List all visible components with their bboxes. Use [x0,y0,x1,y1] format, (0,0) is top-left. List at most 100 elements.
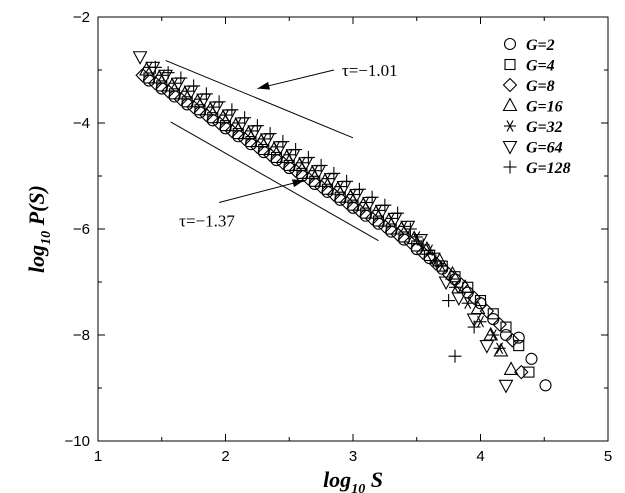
data-point-triangle-down [400,220,416,235]
axis-ticks: 1 2 3 4 5 −10 −8 −6 −4 −2 [65,9,613,465]
data-point-circle [181,98,194,111]
data-point-diamond [135,68,150,83]
data-point-diamond [352,203,367,218]
x-tick-label: 1 [94,448,102,465]
data-point-circle [321,185,334,198]
data-point-plus [327,166,341,180]
y-axis-title: log10 P(S) [24,185,54,273]
legend-label: G=16 [526,99,563,116]
legend-label: G=2 [526,37,555,54]
data-point-plus [416,238,430,252]
legend-marker-circle [503,37,517,51]
data-point-plus [301,150,315,164]
data-point-diamond [301,171,316,186]
data-point-diamond [364,211,380,226]
data-point-plus [448,349,462,363]
x-tick-label: 4 [476,448,484,465]
data-point-diamond [211,115,227,131]
x-axis-title-main: log [323,467,351,492]
y-tick-label: −6 [73,221,90,238]
data-point-plus [238,111,252,125]
data-point-diamond [313,179,329,194]
data-point-square [500,321,512,333]
data-point-diamond [466,290,482,306]
data-point-diamond [262,147,278,163]
data-point-circle [206,114,219,127]
annotation-arrow [257,69,334,90]
data-point-square [487,308,499,320]
data-point-circle [295,169,309,183]
data-point-diamond [514,364,529,380]
data-point-plus [199,87,213,101]
data-point-plus [289,143,303,156]
legend-label: G=128 [526,160,571,177]
data-point-diamond [326,187,342,202]
reference-lines [165,59,379,242]
data-point-plus [250,119,264,133]
data-point-circle [385,225,398,238]
data-point-plus [212,95,226,109]
legend-label: G=8 [526,78,555,95]
data-point-plus [403,222,417,236]
y-axis-title-tail: P(S) [24,185,49,231]
reference-line [170,121,379,242]
data-point-diamond [377,219,393,234]
legend: G=2 G=4 G=8 G=16 G=32 G=64 G=128 [502,37,571,177]
data-point-plus [442,294,456,308]
data-point-plus [429,254,443,268]
data-point-plus [467,320,481,334]
data-point-circle [499,328,513,342]
x-axis-title: log10 S [323,467,383,493]
data-point-plus [340,174,354,188]
data-point-triangle-down [479,340,495,354]
data-point-triangle-down [451,292,467,307]
data-point-circle [257,146,270,159]
annotation-label: τ=−1.37 [179,212,235,231]
legend-marker-diamond [502,77,518,93]
data-point-plus [352,182,366,196]
data-point-triangle-up [445,265,460,280]
legend-marker-asterisk [504,120,516,132]
data-point-asterisk [461,297,474,309]
data-point-asterisk [493,342,506,355]
y-tick-label: −8 [73,327,90,344]
data-point-triangle-up [470,300,486,315]
data-point-asterisk [410,231,423,243]
annotation-label: τ=−1.01 [342,61,398,80]
data-point-diamond [441,266,456,282]
data-point-diamond [160,83,176,99]
data-point-circle [346,201,360,214]
data-point-circle [334,193,347,206]
annotation-arrow [218,179,305,203]
data-point-triangle-up [503,361,519,376]
data-point-plus [161,66,175,80]
data-point-diamond [237,131,252,147]
data-point-diamond [186,99,201,115]
x-tick-label: 5 [604,448,612,465]
data-point-triangle-down [425,252,441,267]
reference-line [165,59,354,139]
data-point-diamond [339,195,354,210]
data-point-plus [187,79,201,93]
legend-marker-plus [503,160,517,174]
data-point-plus [365,190,379,204]
x-tick-label: 3 [349,448,357,465]
data-point-circle [219,122,232,135]
data-point-square [411,240,423,252]
x-tick-label: 2 [221,448,229,465]
y-axis-title-sub: 10 [39,231,54,245]
data-point-plus [276,135,290,149]
data-point-asterisk [449,281,461,294]
legend-marker-square [504,58,516,71]
data-point-diamond [148,75,163,91]
data-points [132,51,552,394]
legend-label: G=64 [526,140,563,157]
data-point-asterisk [487,329,500,341]
y-axis-title-main: log [24,245,49,273]
data-point-triangle-down [158,69,173,84]
data-point-plus [391,206,405,220]
data-point-circle [283,162,296,175]
data-point-square [523,366,535,378]
data-point-triangle-up [493,342,509,357]
